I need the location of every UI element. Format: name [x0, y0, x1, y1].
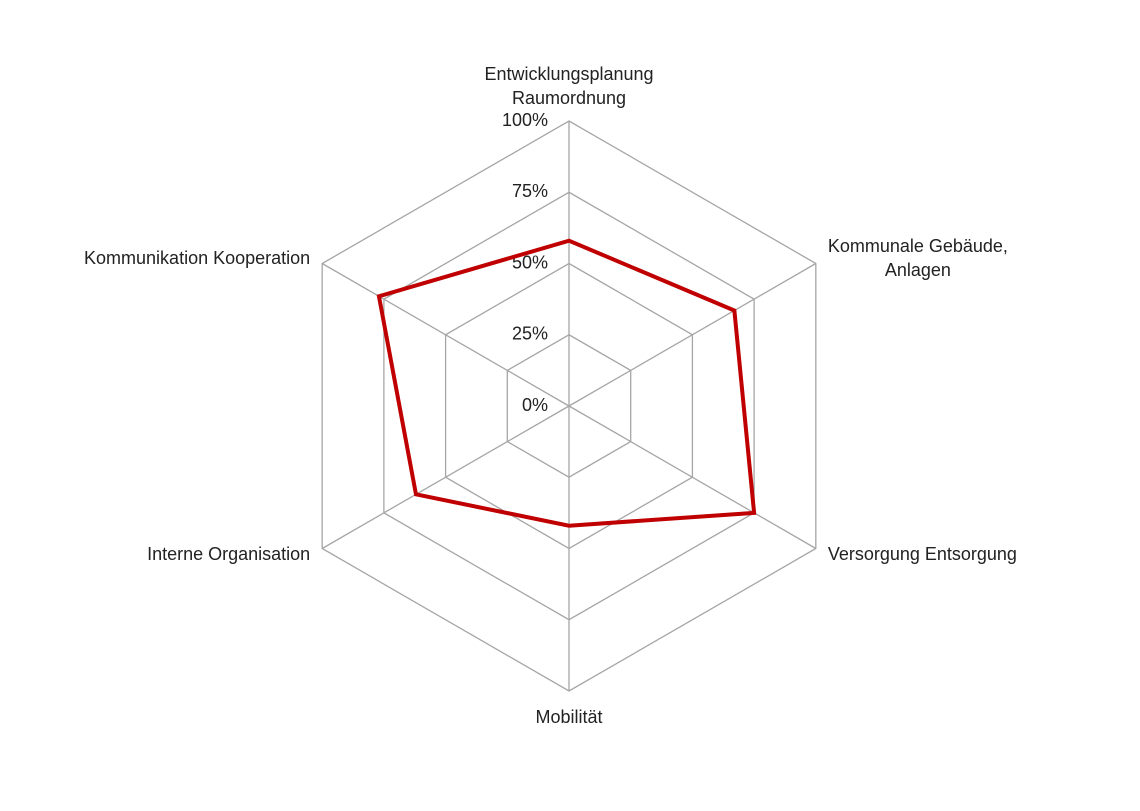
- category-label: Kommunale Gebäude, Anlagen: [827, 235, 1008, 280]
- r-tick-label: 25%: [512, 324, 548, 344]
- category-label: Mobilität: [535, 707, 603, 727]
- spoke: [321, 405, 570, 550]
- spoke: [568, 405, 817, 550]
- category-label: Entwicklungsplanung Raumordnung: [484, 64, 654, 108]
- category-label: Interne Organisation: [147, 543, 311, 564]
- data-line: [376, 238, 757, 528]
- r-tick-label: 50%: [512, 252, 548, 272]
- spoke: [568, 262, 817, 407]
- r-tick-label: 75%: [512, 181, 548, 201]
- r-tick-label: 100%: [502, 110, 548, 130]
- r-tick-label: 0%: [522, 395, 548, 415]
- category-label: Kommunikation Kooperation: [84, 247, 311, 268]
- category-label: Versorgung Entsorgung: [827, 543, 1017, 564]
- spoke: [321, 262, 570, 407]
